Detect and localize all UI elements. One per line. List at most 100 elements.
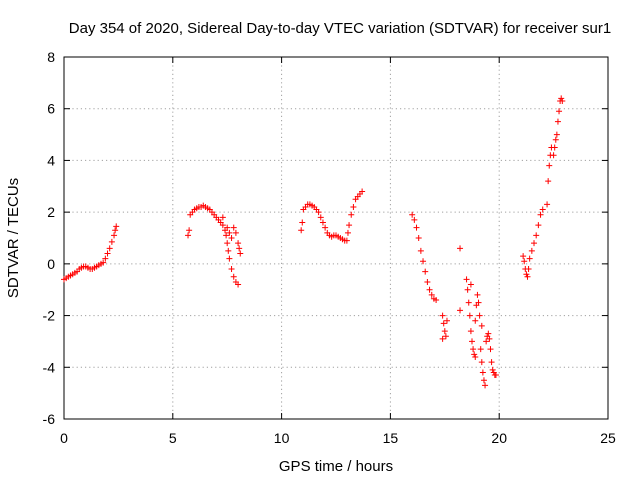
data-point (465, 299, 472, 306)
data-point (413, 224, 420, 231)
data-point (552, 136, 559, 143)
data-point (467, 281, 474, 288)
data-point (186, 227, 193, 234)
data-point (113, 223, 120, 230)
data-point (533, 232, 540, 239)
data-point (457, 245, 464, 252)
data-point (322, 224, 329, 231)
data-point (472, 317, 479, 324)
series-segment-1 (61, 223, 120, 283)
y-tick-label: -2 (43, 308, 56, 324)
data-point (535, 222, 542, 229)
data-point (232, 229, 239, 236)
x-axis-ticks: 0 5 10 15 20 25 (60, 57, 616, 446)
data-point (523, 271, 530, 278)
data-point (224, 224, 231, 231)
data-point (426, 286, 433, 293)
data-point (475, 299, 482, 306)
data-point (488, 359, 495, 366)
data-point (558, 95, 565, 102)
data-point (478, 322, 485, 329)
data-point (441, 328, 448, 335)
y-tick-label: 4 (47, 152, 55, 168)
data-point (531, 240, 538, 247)
data-point (237, 250, 244, 257)
data-point (228, 235, 235, 241)
data-point (457, 307, 464, 314)
x-axis-label: GPS time / hours (279, 458, 393, 475)
data-point (464, 286, 471, 293)
data-point (343, 237, 350, 244)
data-point (482, 382, 489, 389)
data-point (487, 346, 494, 353)
plot-frame (63, 56, 609, 420)
y-axis-label: SDTVAR / TECUs (5, 178, 22, 298)
data-point (348, 211, 355, 218)
data-point (492, 372, 499, 379)
data-point (476, 312, 483, 319)
data-point (537, 211, 544, 218)
data-point (185, 232, 192, 239)
data-point (219, 214, 226, 221)
data-point (359, 188, 366, 195)
data-point (226, 229, 233, 236)
data-point (415, 235, 422, 241)
data-point (521, 258, 528, 265)
data-point (483, 338, 490, 345)
x-tick-label: 10 (274, 430, 290, 446)
data-point (317, 214, 324, 221)
data-point (102, 255, 109, 262)
data-point (108, 238, 115, 245)
data-point (472, 353, 479, 360)
data-point (554, 118, 561, 125)
y-tick-label: -6 (43, 411, 56, 427)
data-point (219, 222, 226, 229)
data-point (104, 250, 111, 257)
series-segment-6 (520, 95, 566, 280)
data-point (486, 335, 493, 342)
data-point (469, 338, 475, 345)
data-point (417, 247, 424, 254)
data-point (299, 219, 306, 226)
data-point (100, 259, 107, 266)
data-point (470, 346, 477, 353)
data-point (556, 108, 563, 115)
series-segment-5 (457, 245, 499, 389)
data-point (440, 320, 447, 327)
data-point (350, 203, 357, 210)
data-point (230, 224, 237, 231)
data-point (428, 291, 435, 298)
data-point (235, 281, 242, 288)
data-point (546, 162, 553, 169)
data-point (467, 328, 474, 335)
data-point (520, 253, 527, 260)
data-point (319, 219, 326, 226)
x-tick-label: 25 (600, 430, 616, 446)
data-point (463, 276, 470, 283)
data-point (225, 247, 232, 254)
x-tick-label: 5 (169, 430, 177, 446)
x-tick-label: 0 (60, 430, 68, 446)
data-point (230, 273, 237, 280)
data-point (550, 152, 557, 159)
data-point (528, 247, 535, 254)
data-point (471, 351, 478, 358)
data-point (443, 317, 450, 324)
data-points (61, 95, 566, 389)
data-point (559, 97, 566, 104)
data-point (228, 266, 235, 273)
data-point (409, 211, 416, 218)
data-point (226, 255, 233, 262)
data-point (442, 333, 449, 340)
data-point (478, 359, 485, 366)
data-point (524, 273, 531, 280)
data-point (236, 245, 243, 252)
data-point (489, 366, 496, 373)
data-point (298, 227, 305, 234)
data-point (477, 346, 484, 353)
data-point (479, 369, 486, 376)
data-point (539, 206, 546, 213)
series-segment-2 (185, 202, 244, 288)
data-point (224, 240, 231, 247)
data-point (424, 278, 431, 285)
